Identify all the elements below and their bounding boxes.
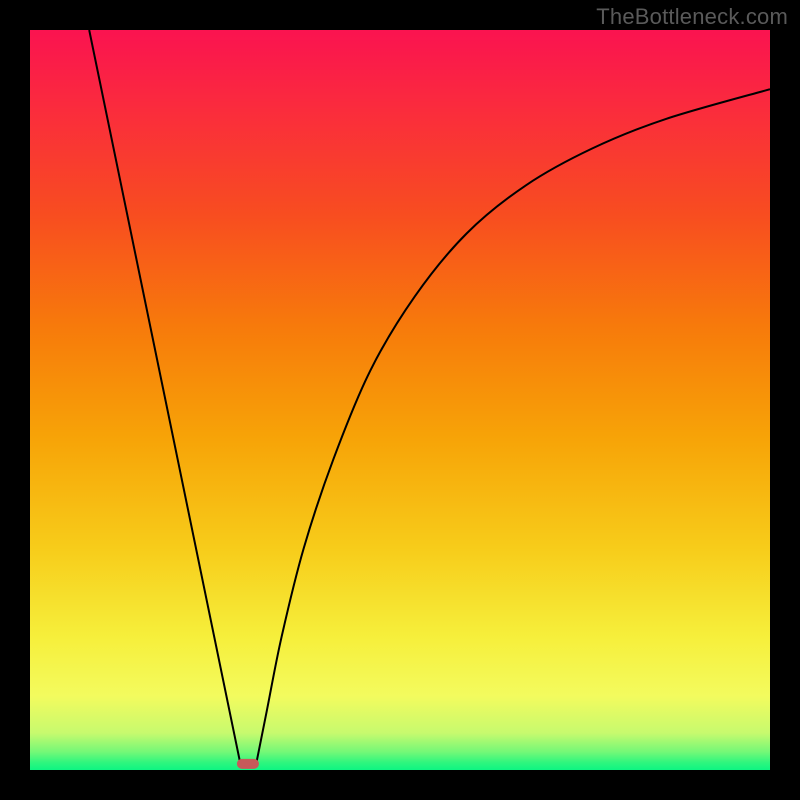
watermark-text: TheBottleneck.com xyxy=(596,4,788,30)
bottleneck-curve xyxy=(30,30,770,770)
optimal-marker xyxy=(237,759,259,769)
plot-area xyxy=(30,30,770,770)
